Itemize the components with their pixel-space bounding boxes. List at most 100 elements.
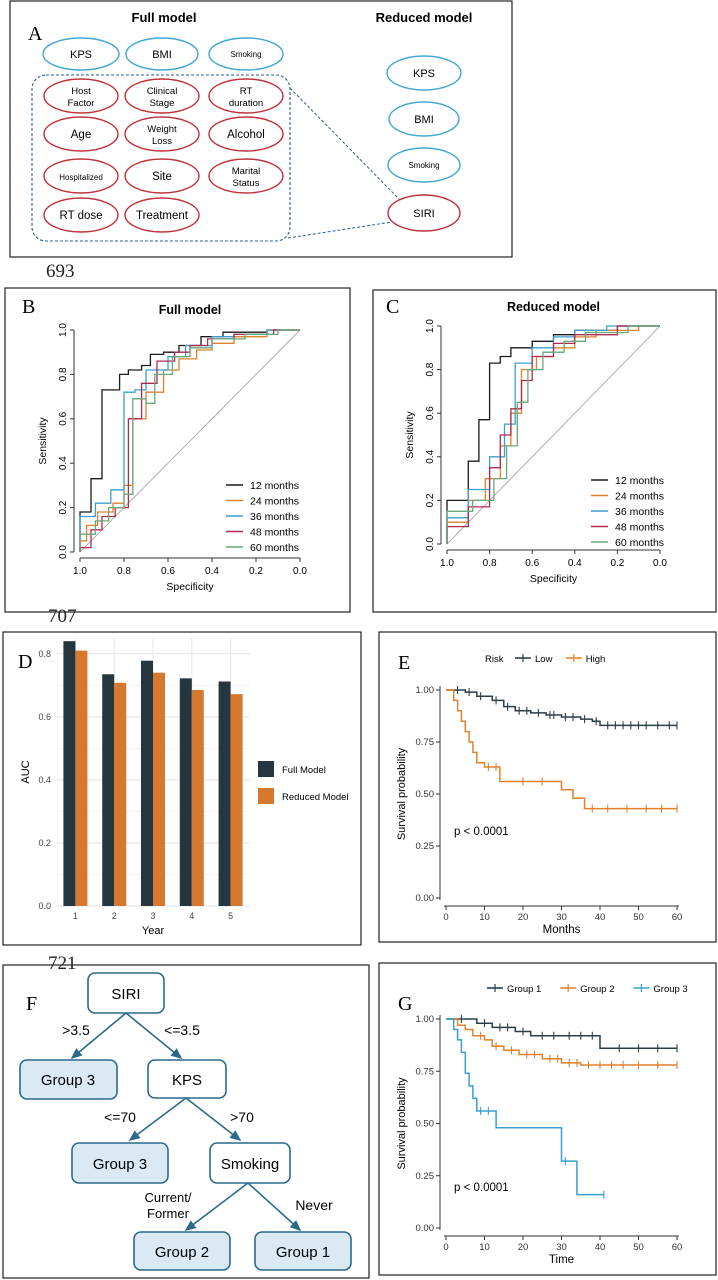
edge-smoking-current: Current/: [145, 1190, 192, 1205]
x-tick-label: 0.6: [525, 558, 539, 569]
bar-full-model-year-2: [102, 674, 115, 906]
y-tick-label: 0.8: [58, 367, 69, 381]
legend-label: 60 months: [250, 542, 299, 554]
x-tick-label: 0.8: [117, 566, 131, 577]
bar-reduced-model-year-1: [75, 650, 88, 906]
x-tick-label: 30: [556, 1242, 567, 1253]
reduced-siri-text: SIRI: [413, 208, 434, 220]
tree-node-kps-text: KPS: [172, 1072, 202, 1089]
x-tick-label: 3: [150, 911, 155, 921]
factor-node-4: [124, 116, 200, 152]
x-tick-label: 0: [443, 1242, 448, 1253]
x-tick-label: 20: [518, 912, 529, 923]
roc-title: Full model: [159, 303, 222, 317]
legend-label: 24 months: [250, 496, 299, 508]
panel-a: A Full model Reduced model KPS BMI Smoki…: [9, 0, 513, 258]
x-tick-label: 50: [633, 912, 644, 923]
bar-reduced-model-year-3: [153, 672, 165, 906]
x-tick-label: 20: [518, 1242, 529, 1253]
y-tick-label: 0.00: [416, 893, 435, 904]
tree-leaf-group3-b: [71, 1142, 169, 1184]
bar-full-model-year-3: [141, 660, 153, 906]
legend-label: Group 1: [507, 984, 541, 995]
y-tick-label: 0.8: [425, 362, 436, 376]
panel-g-frame: [378, 962, 717, 1276]
factor-node-text: duration: [229, 98, 263, 109]
x-tick-label: 0.6: [161, 566, 175, 577]
x-tick-label: 2: [112, 911, 117, 921]
y-tick-label: 0.4: [58, 456, 69, 470]
roc-full-model-chart: Full model 0.0 0.2 0.4 0.6 0.8 1.0 1.0 0.8 0.6 0.4…: [37, 303, 307, 593]
legend-label: High: [586, 654, 606, 665]
x-tick-label: 0.0: [293, 566, 307, 577]
x-tick-label: 60: [672, 912, 683, 923]
legend-label: 24 months: [615, 491, 664, 503]
factor-node-9: [43, 197, 119, 233]
panel-e-frame: [378, 631, 717, 943]
factor-node-text: Age: [71, 129, 91, 141]
legend-swatch: [258, 761, 274, 777]
factor-node-text: Hospitalized: [59, 173, 103, 182]
factor-node-text: Alcohol: [227, 129, 265, 141]
factor-node-text: Host: [71, 86, 91, 97]
panel-c-label: C: [386, 296, 399, 318]
bar-reduced-model-year-2: [114, 682, 127, 906]
panel-b-frame: [4, 287, 351, 613]
reduced-bmi-node: [388, 101, 460, 137]
legend-label: 48 months: [250, 527, 299, 539]
x-axis-label: Year: [142, 925, 165, 937]
x-tick-label: 50: [633, 1242, 644, 1253]
p-value-annotation: p < 0.0001: [454, 1182, 509, 1194]
x-tick-label: 1.0: [440, 558, 454, 569]
factor-kps-text: KPS: [70, 49, 92, 61]
y-tick-label: 0.2: [38, 838, 51, 848]
reduced-smoking-text: Smoking: [408, 161, 439, 170]
legend-label: Reduced Model: [282, 792, 349, 803]
x-tick-label: 0.8: [483, 558, 497, 569]
y-tick-label: 0.4: [38, 775, 51, 785]
tree-leaf-group3-a-text: Group 3: [41, 1072, 95, 1089]
factor-node-text: Marital: [232, 166, 261, 177]
x-tick-label: 0.4: [568, 558, 582, 569]
panel-f-label: F: [26, 993, 37, 1015]
tree-node-smoking-text: Smoking: [221, 1156, 279, 1173]
edge-kps-le: <=70: [104, 1109, 136, 1125]
x-axis-label: Specificity: [166, 581, 214, 593]
y-tick-label: 1.0: [58, 323, 69, 337]
factor-node-1: [124, 78, 200, 114]
y-axis-label: Sensitivity: [37, 417, 49, 465]
roc-curve-36-months: [446, 325, 660, 544]
km-risk-chart: 0.00 0.25 0.50 0.75 1.00 0 10 20 30 40 50 60 Months S…: [396, 654, 682, 936]
bar-full-model-year-1: [63, 641, 76, 906]
y-tick-label: 0.2: [58, 500, 69, 514]
p-value-annotation: p < 0.0001: [454, 826, 509, 838]
tree-leaf-group1-text: Group 1: [276, 1244, 330, 1261]
panel-f-frame: [2, 964, 370, 1279]
factor-bmi-node: [125, 37, 199, 71]
line-number-721: 721: [48, 953, 77, 974]
x-tick-label: 10: [479, 1242, 490, 1253]
legend-title: Risk: [485, 654, 504, 665]
edge-smoking-never: Never: [295, 1197, 333, 1213]
auc-bar-chart: 0.0 0.2 0.4 0.6 0.8 1 2 3 4 5 Year AUC Full Model Red…: [20, 638, 349, 937]
y-tick-label: 0.6: [425, 406, 436, 420]
y-tick-label: 0.50: [416, 789, 435, 800]
reference-diagonal: [446, 325, 661, 545]
reduced-siri-node: [387, 194, 461, 232]
y-tick-label: 0.75: [416, 737, 435, 748]
tree-node-kps: [147, 1059, 227, 1099]
roc-curve-60-months: [446, 325, 660, 544]
legend-swatch: [258, 788, 274, 804]
panel-g-label: G: [398, 993, 412, 1015]
x-tick-label: 5: [228, 911, 233, 921]
reduced-kps-text: KPS: [413, 68, 435, 80]
factor-smoking-node: [208, 37, 284, 71]
bar-full-model-year-4: [179, 678, 192, 906]
x-tick-label: 40: [595, 912, 606, 923]
tree-leaf-group3-a: [19, 1059, 118, 1100]
bar-reduced-model-year-4: [191, 690, 204, 906]
factor-bmi-text: BMI: [152, 49, 172, 61]
bar-full-model-year-5: [218, 681, 231, 906]
tree-node-siri: [87, 972, 165, 1014]
